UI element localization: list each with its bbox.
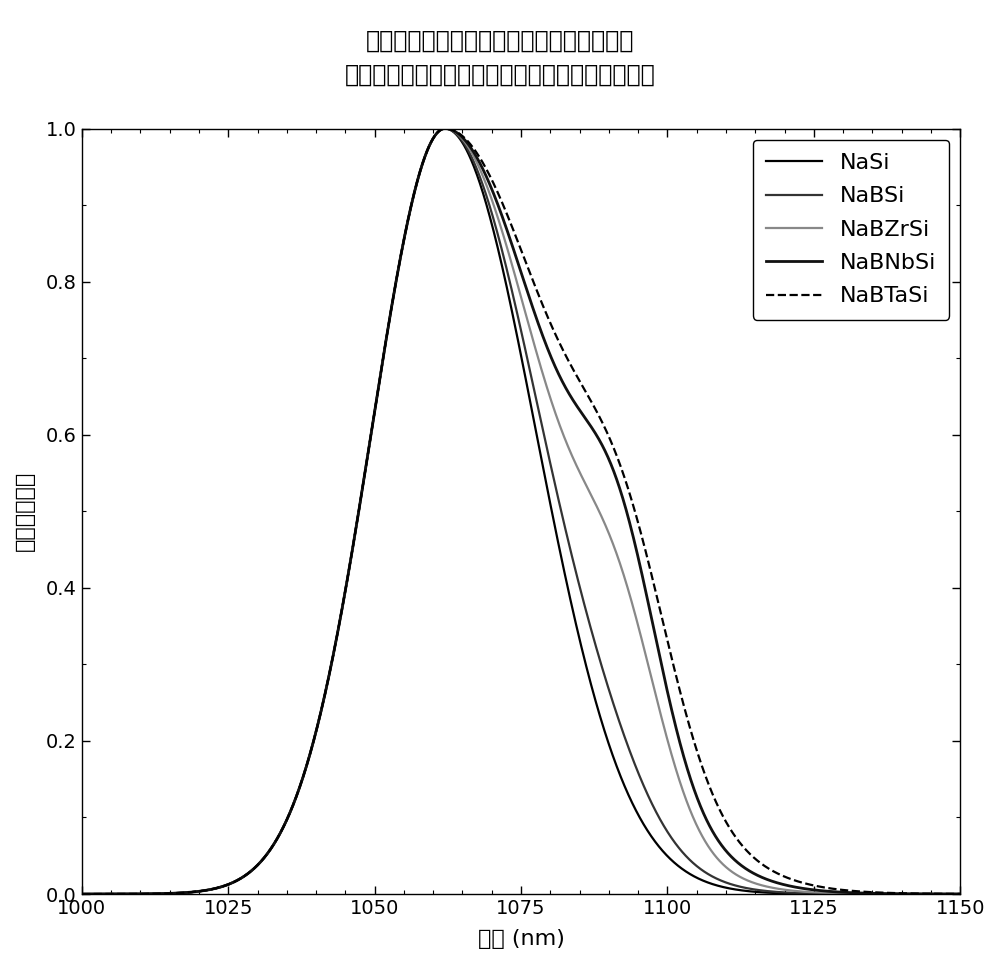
- NaBZrSi: [76, 888, 88, 899]
- Text: 在钠硅酸盐体系中，在使用硼酸和过渡金属: 在钠硅酸盐体系中，在使用硼酸和过渡金属: [366, 29, 634, 53]
- NaBTaSi: [843, 885, 855, 897]
- NaBSi: [176, 887, 188, 898]
- NaSi: [439, 122, 451, 134]
- NaSi: [954, 888, 966, 899]
- NaBTaSi: [451, 126, 463, 138]
- NaBNbSi: [451, 127, 463, 139]
- NaBZrSi: [451, 128, 463, 140]
- NaBSi: [937, 888, 949, 899]
- NaBZrSi: [228, 876, 240, 888]
- NaBNbSi: [176, 887, 188, 898]
- Line: NaBZrSi: NaBZrSi: [82, 128, 960, 894]
- NaBTaSi: [176, 887, 188, 898]
- NaSi: [176, 887, 188, 898]
- NaBTaSi: [954, 888, 966, 899]
- X-axis label: 波长 (nm): 波长 (nm): [478, 929, 564, 949]
- NaBSi: [843, 888, 855, 899]
- NaBNbSi: [439, 122, 451, 134]
- NaBZrSi: [439, 122, 451, 134]
- NaBNbSi: [76, 888, 88, 899]
- NaBZrSi: [176, 887, 188, 898]
- NaBSi: [76, 888, 88, 899]
- NaBNbSi: [937, 888, 949, 899]
- NaBTaSi: [76, 888, 88, 899]
- Y-axis label: 标准化的发射: 标准化的发射: [15, 471, 35, 551]
- Line: NaBSi: NaBSi: [82, 128, 960, 894]
- NaSi: [413, 171, 425, 182]
- NaBTaSi: [937, 888, 949, 899]
- NaBZrSi: [937, 888, 949, 899]
- NaSi: [228, 876, 240, 888]
- Line: NaBTaSi: NaBTaSi: [82, 128, 960, 894]
- NaBSi: [954, 888, 966, 899]
- NaBTaSi: [228, 876, 240, 888]
- NaSi: [451, 129, 463, 141]
- NaBTaSi: [439, 122, 451, 134]
- Line: NaBNbSi: NaBNbSi: [82, 128, 960, 894]
- Line: NaSi: NaSi: [82, 128, 960, 894]
- NaBNbSi: [228, 876, 240, 888]
- NaBSi: [413, 171, 425, 182]
- NaBNbSi: [843, 887, 855, 898]
- NaBTaSi: [413, 171, 425, 182]
- Text: 氧化物的条件下证实明显的带宽加宽和截面增大。: 氧化物的条件下证实明显的带宽加宽和截面增大。: [345, 63, 655, 87]
- NaSi: [76, 888, 88, 899]
- NaBZrSi: [843, 888, 855, 899]
- NaBNbSi: [413, 171, 425, 182]
- NaSi: [937, 888, 949, 899]
- NaBZrSi: [954, 888, 966, 899]
- NaBSi: [439, 122, 451, 134]
- Legend: NaSi, NaBSi, NaBZrSi, NaBNbSi, NaBTaSi: NaSi, NaBSi, NaBZrSi, NaBNbSi, NaBTaSi: [753, 140, 949, 320]
- NaBSi: [228, 876, 240, 888]
- NaSi: [843, 888, 855, 899]
- NaBNbSi: [954, 888, 966, 899]
- NaBSi: [451, 129, 463, 141]
- NaBZrSi: [413, 171, 425, 182]
